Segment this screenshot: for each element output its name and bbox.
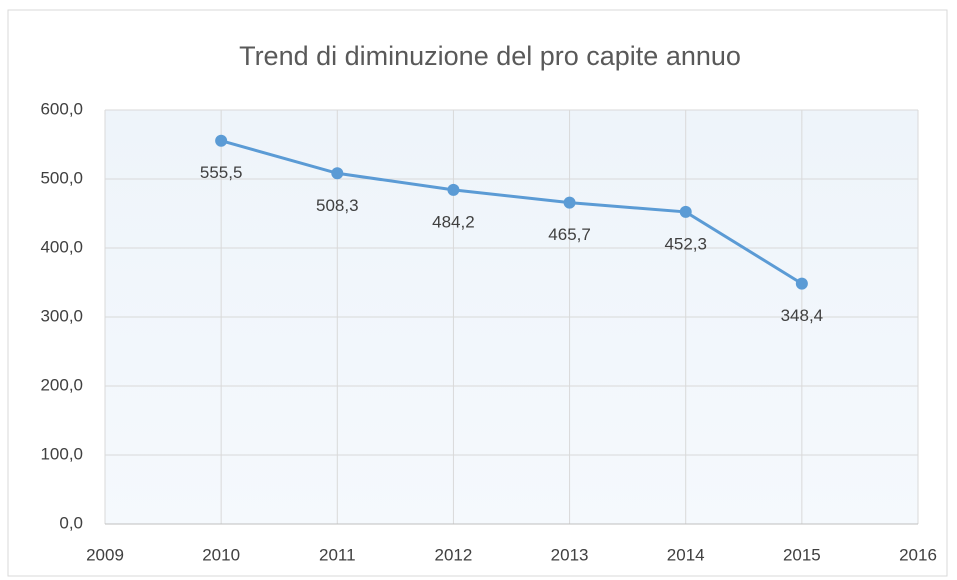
y-tick-label: 0,0 [59,513,83,532]
y-tick-label: 500,0 [40,168,83,187]
x-tick-label: 2012 [435,545,473,564]
x-tick-label: 2009 [86,545,124,564]
data-point [795,277,808,290]
data-point [563,196,576,209]
data-point [331,167,344,180]
x-tick-label: 2016 [899,545,937,564]
y-tick-label: 300,0 [40,306,83,325]
data-label: 555,5 [200,163,243,182]
x-tick-label: 2010 [202,545,240,564]
y-tick-label: 400,0 [40,237,83,256]
data-label: 348,4 [781,306,824,325]
series-line [220,139,803,285]
x-tick-label: 2011 [319,545,356,564]
x-tick-label: 2013 [551,545,589,564]
data-label: 465,7 [548,225,591,244]
x-tick-label: 2015 [783,545,821,564]
y-tick-label: 100,0 [40,444,83,463]
data-label: 452,3 [664,234,707,253]
x-tick-label: 2014 [667,545,705,564]
data-point [679,205,692,218]
data-label: 508,3 [316,196,359,215]
data-point [447,183,460,196]
chart-title: Trend di diminuzione del pro capite annu… [239,41,741,71]
data-label: 484,2 [432,212,475,231]
y-tick-label: 200,0 [40,375,83,394]
y-tick-label: 600,0 [40,99,83,118]
data-point [215,134,228,147]
